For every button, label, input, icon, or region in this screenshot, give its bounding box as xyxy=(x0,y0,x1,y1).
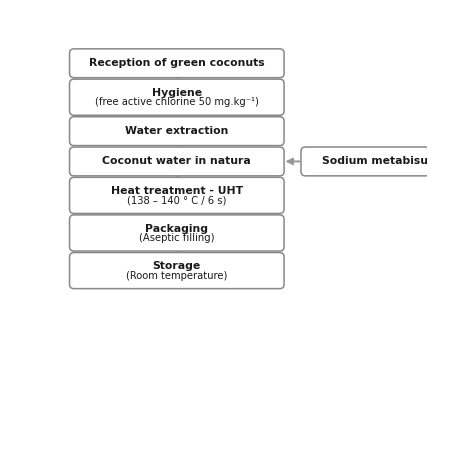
FancyBboxPatch shape xyxy=(70,177,284,213)
FancyBboxPatch shape xyxy=(70,79,284,115)
Text: (free active chlorine 50 mg.kg⁻¹): (free active chlorine 50 mg.kg⁻¹) xyxy=(95,97,259,107)
FancyBboxPatch shape xyxy=(70,49,284,78)
Text: Coconut water in natura: Coconut water in natura xyxy=(102,156,251,166)
Text: (Room temperature): (Room temperature) xyxy=(126,271,228,281)
FancyBboxPatch shape xyxy=(70,117,284,146)
Text: Heat treatment - UHT: Heat treatment - UHT xyxy=(111,186,243,196)
Text: (138 – 140 ° C / 6 s): (138 – 140 ° C / 6 s) xyxy=(127,195,227,205)
FancyBboxPatch shape xyxy=(301,147,449,176)
Text: Packaging: Packaging xyxy=(146,224,208,234)
Text: (Aseptic filling): (Aseptic filling) xyxy=(139,233,215,243)
FancyBboxPatch shape xyxy=(70,215,284,251)
Text: Reception of green coconuts: Reception of green coconuts xyxy=(89,58,264,68)
Text: Storage: Storage xyxy=(153,261,201,271)
FancyBboxPatch shape xyxy=(70,253,284,289)
Text: Water extraction: Water extraction xyxy=(125,126,228,136)
Text: Hygiene: Hygiene xyxy=(152,88,202,98)
FancyBboxPatch shape xyxy=(70,147,284,176)
Text: Sodium metabisu: Sodium metabisu xyxy=(322,156,428,166)
